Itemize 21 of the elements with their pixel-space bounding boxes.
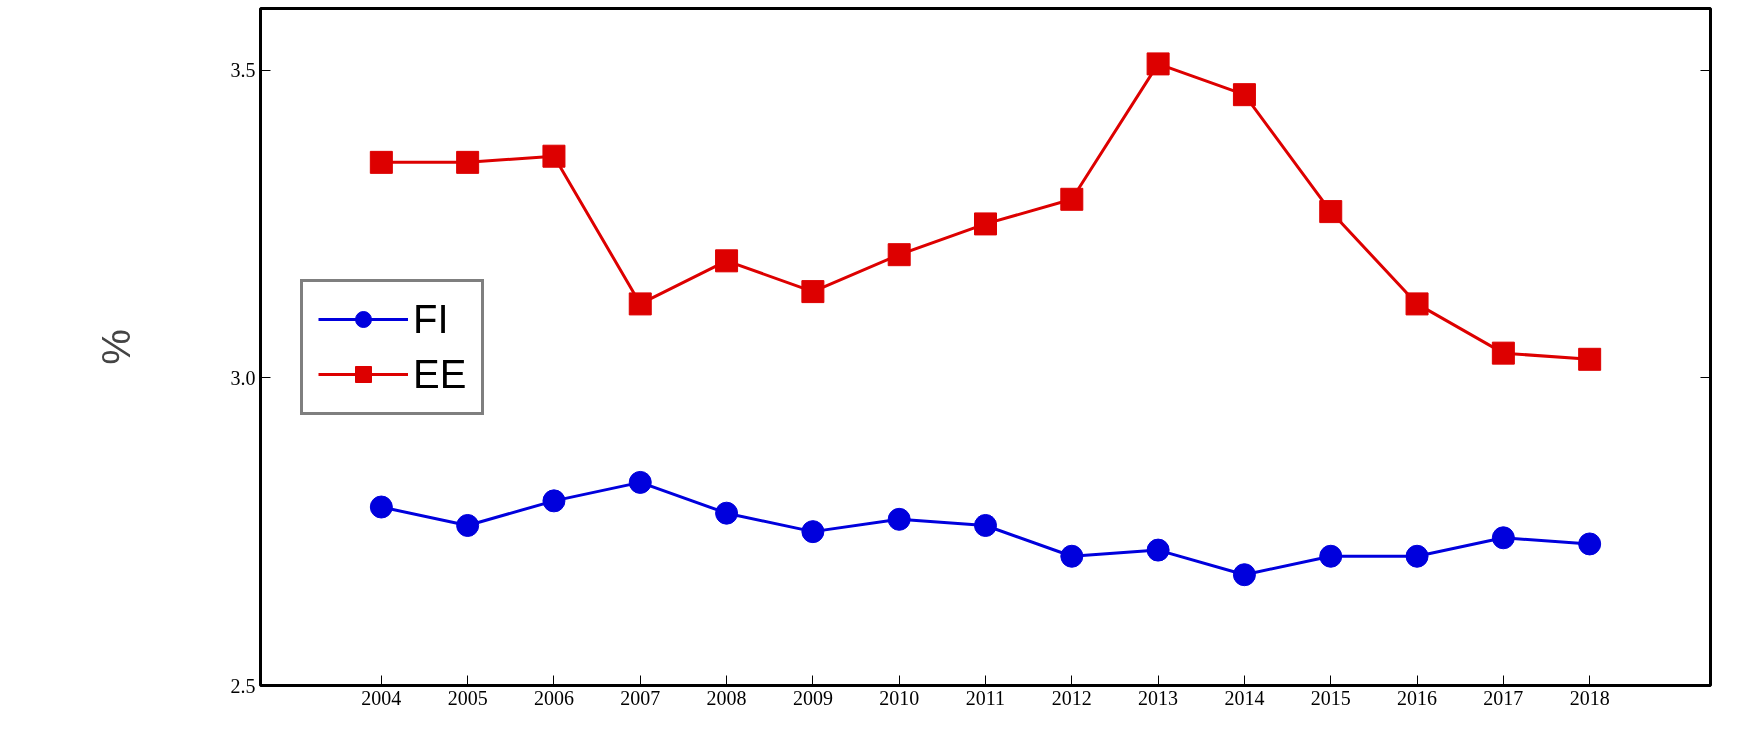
x-tick-label: 2016 xyxy=(1397,686,1438,709)
y-tick-label: 2.5 xyxy=(230,674,256,697)
legend-label: EE xyxy=(413,351,467,397)
x-tick-label: 2008 xyxy=(706,686,747,709)
x-tick-label: 2018 xyxy=(1569,686,1610,709)
x-tick-label: 2009 xyxy=(792,686,833,709)
x-tick-label: 2007 xyxy=(620,686,661,709)
y-axis-title: % xyxy=(93,329,138,365)
x-tick-label: 2012 xyxy=(1051,686,1092,709)
y-tick-label: 3.5 xyxy=(230,59,256,82)
x-tick-label: 2005 xyxy=(447,686,488,709)
x-tick-label: 2004 xyxy=(361,686,402,709)
x-tick-label: 2017 xyxy=(1483,686,1524,709)
x-tick-label: 2014 xyxy=(1224,686,1265,709)
x-tick-label: 2010 xyxy=(879,686,920,709)
legend-label: FI xyxy=(413,296,449,342)
x-tick-label: 2013 xyxy=(1138,686,1179,709)
x-tick-label: 2006 xyxy=(533,686,574,709)
y-tick-label: 3.0 xyxy=(230,366,256,389)
x-tick-label: 2011 xyxy=(965,686,1006,709)
x-tick-label: 2015 xyxy=(1310,686,1351,709)
